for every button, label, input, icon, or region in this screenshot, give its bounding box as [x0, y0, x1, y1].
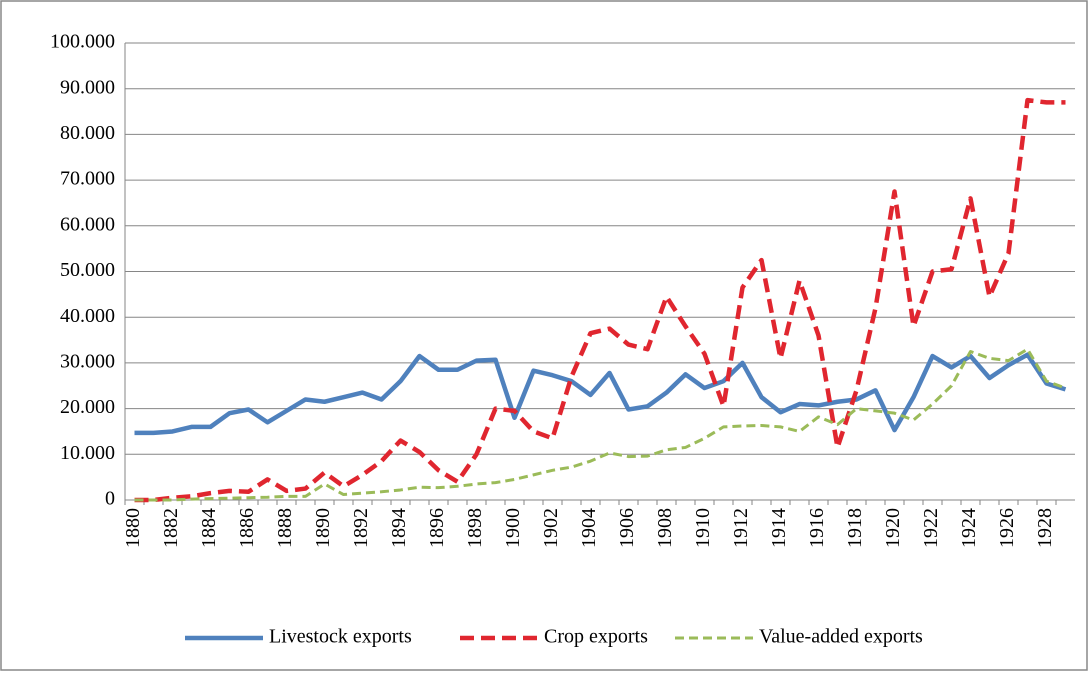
x-tick-label: 1896 [426, 508, 448, 548]
x-tick-label: 1894 [388, 508, 410, 548]
y-tick-label: 50.000 [60, 259, 115, 281]
legend-label: Crop exports [544, 626, 648, 648]
x-tick-label: 1916 [806, 508, 828, 548]
x-tick-label: 1928 [1034, 508, 1056, 548]
y-tick-label: 70.000 [60, 168, 115, 190]
y-tick-label: 90.000 [60, 76, 115, 98]
y-tick-label: 30.000 [60, 350, 115, 372]
series-line [134, 97, 1066, 503]
x-tick-label: 1888 [274, 508, 296, 548]
series-line [134, 352, 1067, 436]
x-tick-label: 1882 [160, 508, 182, 548]
x-tick-label: 1886 [236, 508, 258, 548]
x-tick-label: 1906 [616, 508, 638, 548]
x-tick-label: 1902 [540, 508, 562, 548]
x-tick-label: 1926 [996, 508, 1018, 548]
x-tick-label: 1892 [350, 508, 372, 548]
y-tick-label: 20.000 [60, 396, 115, 418]
x-tick-label: 1880 [122, 508, 144, 548]
y-tick-label: 40.000 [60, 305, 115, 327]
x-tick-label: 1890 [312, 508, 334, 548]
x-tick-label: 1904 [578, 508, 600, 548]
legend-label: Value-added exports [759, 626, 923, 648]
y-tick-label: 60.000 [60, 213, 115, 235]
legend-label: Livestock exports [269, 626, 412, 648]
x-tick-label: 1900 [502, 508, 524, 548]
y-tick-label: 80.000 [60, 122, 115, 144]
x-tick-label: 1884 [198, 508, 220, 548]
y-tick-label: 10.000 [60, 442, 115, 464]
x-tick-label: 1920 [882, 508, 904, 548]
y-tick-label: 100.000 [50, 31, 115, 53]
x-tick-label: 1910 [692, 508, 714, 548]
y-tick-label: 0 [105, 488, 115, 510]
x-tick-label: 1912 [730, 508, 752, 548]
x-tick-label: 1918 [844, 508, 866, 548]
series-line [134, 347, 1067, 502]
x-tick-label: 1914 [768, 508, 790, 548]
x-tick-label: 1908 [654, 508, 676, 548]
x-tick-label: 1898 [464, 508, 486, 548]
x-tick-label: 1922 [920, 508, 942, 548]
x-tick-label: 1924 [958, 508, 980, 548]
